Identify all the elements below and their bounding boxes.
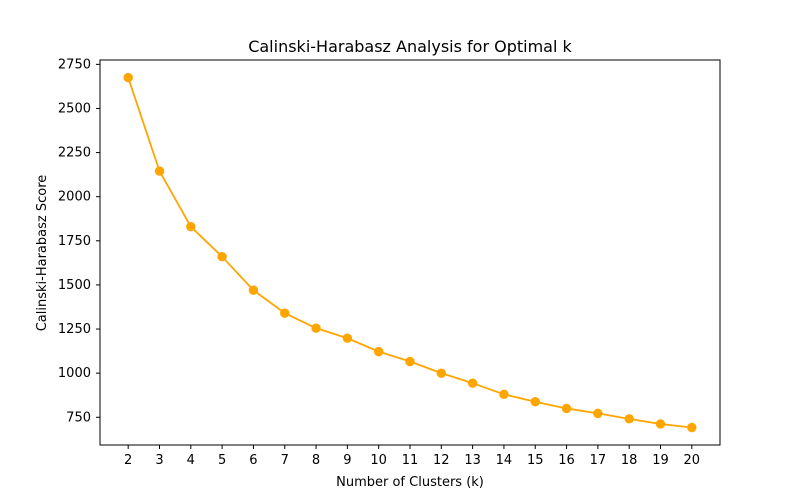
plot-area: 2 3 4 5 6 7 8 9 10 11 12 13 14 15 16 17 18 19 20 750 1000 125… xyxy=(58,57,721,468)
data-point xyxy=(342,333,353,343)
chart-title: Calinski-Harabasz Analysis for Optimal k xyxy=(248,37,572,56)
y-tick-label: 750 xyxy=(66,410,91,425)
x-tick-label: 11 xyxy=(402,453,419,468)
y-tick-label: 2500 xyxy=(58,101,91,116)
x-tick-label: 19 xyxy=(652,453,669,468)
x-tick-label: 8 xyxy=(312,453,320,468)
data-point xyxy=(436,368,447,378)
y-tick-label: 1500 xyxy=(58,278,91,293)
data-point xyxy=(499,389,509,400)
data-point xyxy=(217,251,227,262)
y-tick-label: 2000 xyxy=(58,190,91,205)
y-tick-label: 2750 xyxy=(58,57,91,72)
data-point xyxy=(687,422,697,433)
data-point xyxy=(624,414,634,424)
y-tick-label: 2250 xyxy=(58,146,91,161)
data-point xyxy=(405,356,415,367)
data-point xyxy=(593,408,603,419)
y-tick-label: 1250 xyxy=(58,322,91,337)
data-point xyxy=(186,221,196,232)
data-point xyxy=(561,403,572,414)
data-point xyxy=(248,285,259,295)
x-tick-label: 4 xyxy=(187,453,195,468)
data-point xyxy=(154,166,165,176)
x-tick-label: 3 xyxy=(155,453,163,468)
y-tick-label: 1000 xyxy=(58,366,91,381)
x-tick-label: 13 xyxy=(464,453,481,468)
x-tick-label: 10 xyxy=(370,453,387,468)
y-axis-label: Calinski-Harabasz Score xyxy=(35,175,50,332)
x-tick-label: 12 xyxy=(433,453,450,468)
data-point xyxy=(467,378,478,388)
x-tick-label: 9 xyxy=(343,453,351,468)
x-tick-label: 18 xyxy=(621,453,638,468)
x-tick-label: 5 xyxy=(218,453,226,468)
x-tick-label: 7 xyxy=(281,453,289,468)
x-tick-label: 17 xyxy=(590,453,607,468)
data-point xyxy=(373,346,384,357)
data-point xyxy=(530,397,540,407)
x-axis-label: Number of Clusters (k) xyxy=(336,475,484,490)
data-point xyxy=(311,323,321,333)
x-tick-label: 16 xyxy=(558,453,575,468)
data-point xyxy=(280,308,290,318)
x-tick-label: 2 xyxy=(124,453,132,468)
x-tick-label: 6 xyxy=(249,453,257,468)
x-tick-label: 14 xyxy=(496,453,513,468)
x-tick-label: 20 xyxy=(684,453,701,468)
data-point xyxy=(123,72,133,83)
data-point xyxy=(655,419,666,429)
y-tick-label: 1750 xyxy=(58,234,91,249)
x-tick-label: 15 xyxy=(527,453,544,468)
